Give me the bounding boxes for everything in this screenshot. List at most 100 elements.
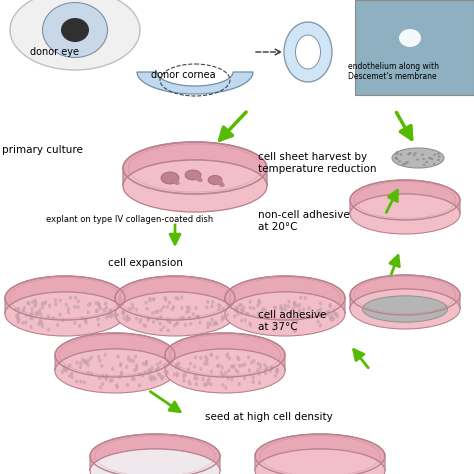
Ellipse shape [165,349,285,393]
Ellipse shape [152,297,155,301]
Ellipse shape [104,301,107,306]
Ellipse shape [222,307,225,311]
Ellipse shape [38,308,42,312]
Ellipse shape [210,353,213,357]
Ellipse shape [127,316,130,320]
Ellipse shape [227,376,230,380]
Ellipse shape [84,360,88,364]
Ellipse shape [259,365,262,370]
Ellipse shape [194,374,197,378]
Ellipse shape [86,371,90,375]
Ellipse shape [141,373,145,377]
Ellipse shape [180,306,183,310]
Ellipse shape [195,377,199,381]
Ellipse shape [73,320,76,325]
Ellipse shape [131,377,134,381]
Ellipse shape [319,301,322,306]
Ellipse shape [189,362,192,366]
Ellipse shape [132,377,136,381]
Ellipse shape [400,154,402,155]
PathPatch shape [350,180,460,214]
Ellipse shape [187,306,191,310]
Ellipse shape [252,359,255,363]
Ellipse shape [293,302,296,306]
Ellipse shape [87,358,91,363]
Ellipse shape [262,307,265,311]
Ellipse shape [96,317,100,321]
Ellipse shape [230,365,234,369]
Ellipse shape [120,372,123,376]
Ellipse shape [150,378,153,382]
Ellipse shape [336,314,339,318]
Ellipse shape [197,314,200,319]
Ellipse shape [294,328,297,332]
Ellipse shape [67,310,70,314]
Ellipse shape [206,379,210,383]
Ellipse shape [43,2,108,57]
Ellipse shape [166,318,170,322]
Ellipse shape [316,309,319,313]
Ellipse shape [68,363,72,367]
Ellipse shape [143,370,146,374]
Ellipse shape [299,296,302,300]
Ellipse shape [120,371,123,375]
Ellipse shape [61,18,89,42]
Ellipse shape [256,368,260,372]
Ellipse shape [96,301,100,305]
Ellipse shape [78,324,82,328]
Ellipse shape [131,306,135,310]
Ellipse shape [39,312,42,316]
Ellipse shape [335,312,338,316]
Ellipse shape [111,313,114,318]
Ellipse shape [236,356,239,360]
Ellipse shape [283,303,287,308]
Ellipse shape [104,375,108,380]
Ellipse shape [159,308,163,312]
Ellipse shape [81,357,84,362]
Ellipse shape [239,303,243,307]
Ellipse shape [242,305,246,310]
Ellipse shape [144,324,147,328]
Ellipse shape [31,311,34,315]
Ellipse shape [135,308,138,312]
Ellipse shape [90,372,93,376]
Ellipse shape [145,360,148,364]
Ellipse shape [47,328,50,332]
Ellipse shape [97,355,100,359]
Ellipse shape [175,321,179,326]
Ellipse shape [147,372,151,376]
Ellipse shape [160,377,164,381]
Ellipse shape [152,297,155,301]
Ellipse shape [195,315,199,319]
Ellipse shape [205,358,208,363]
Ellipse shape [236,305,239,310]
Ellipse shape [48,303,51,308]
Ellipse shape [29,325,33,329]
Ellipse shape [227,368,230,373]
Ellipse shape [331,317,334,321]
Ellipse shape [159,360,162,365]
Ellipse shape [266,316,270,320]
PathPatch shape [115,276,235,314]
Ellipse shape [83,318,87,322]
Ellipse shape [222,316,226,320]
Ellipse shape [270,366,273,370]
Ellipse shape [240,319,243,323]
Ellipse shape [188,379,191,383]
Ellipse shape [68,374,71,378]
Ellipse shape [398,160,401,162]
Ellipse shape [318,313,321,317]
Ellipse shape [99,385,102,390]
Ellipse shape [437,159,440,161]
Ellipse shape [56,323,59,327]
Ellipse shape [236,370,239,374]
Ellipse shape [224,386,228,390]
Ellipse shape [149,368,152,373]
Ellipse shape [81,316,84,320]
Ellipse shape [182,378,185,383]
Ellipse shape [116,313,119,317]
Text: primary culture: primary culture [2,145,83,155]
Ellipse shape [145,360,148,364]
Ellipse shape [252,306,255,310]
Ellipse shape [289,312,292,316]
